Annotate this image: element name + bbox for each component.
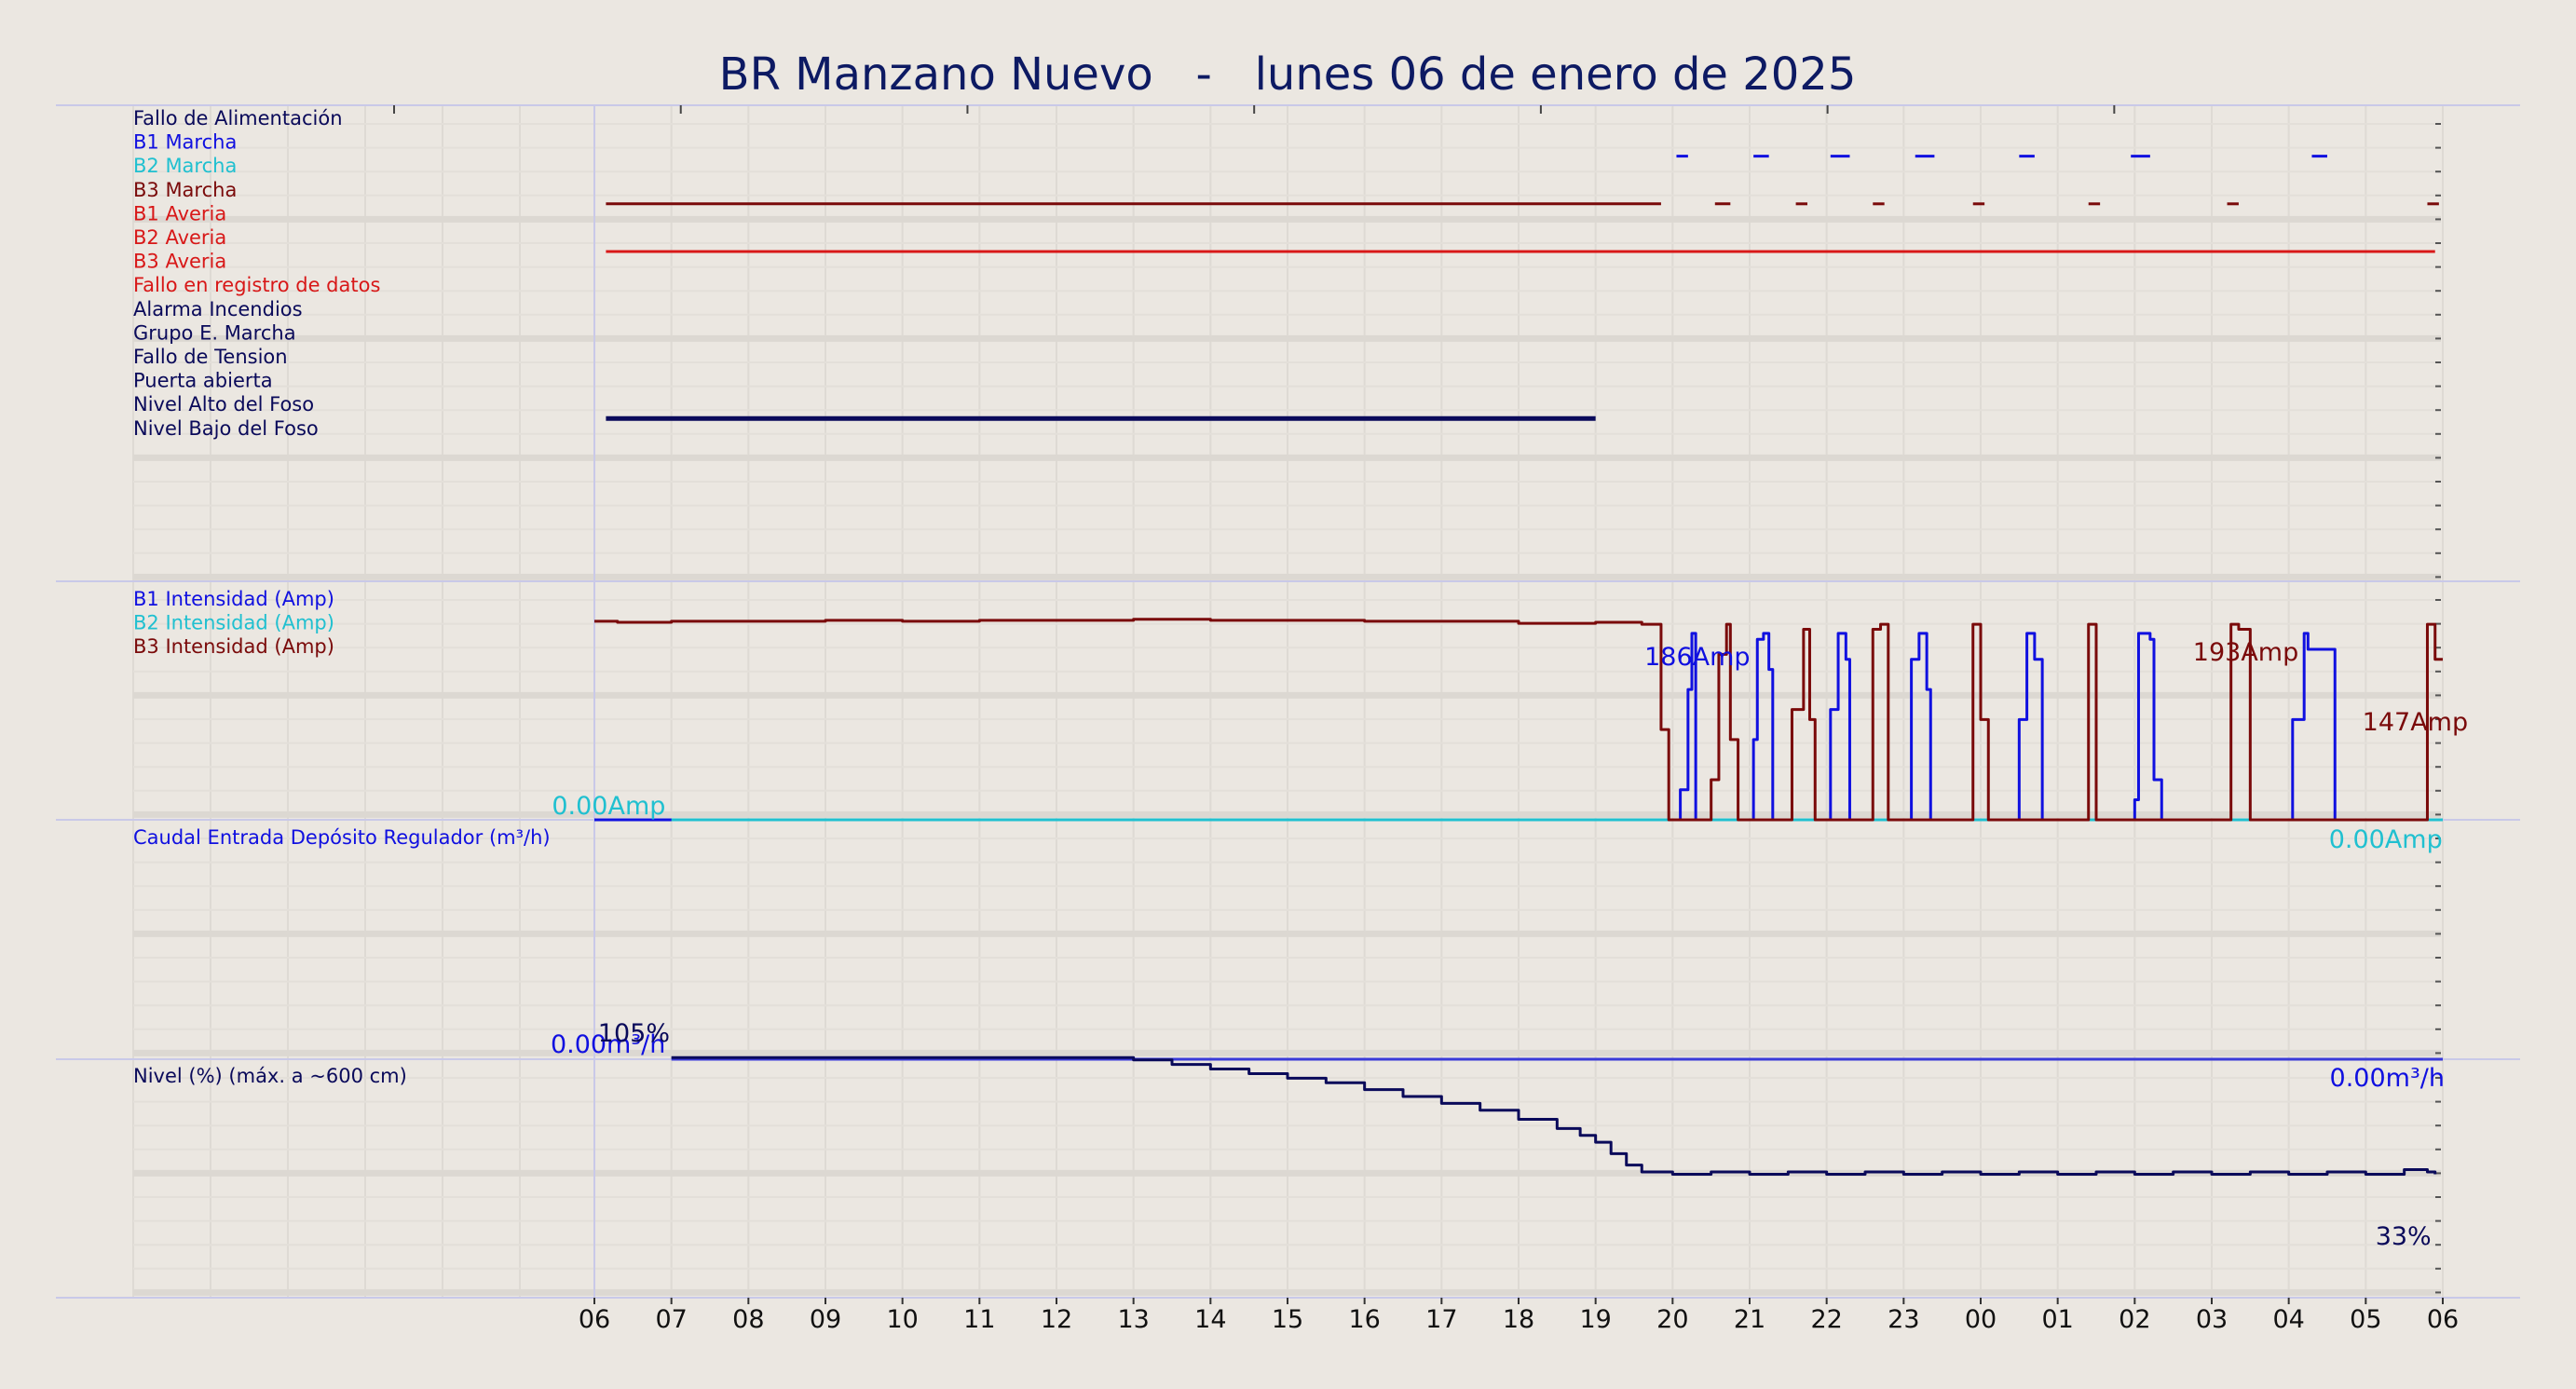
x-tick-label: 01 bbox=[2041, 1305, 2073, 1334]
signal-label: B2 Averia bbox=[133, 226, 226, 249]
signal-label: B2 Marcha bbox=[133, 155, 237, 177]
signal-label: B1 Averia bbox=[133, 202, 226, 225]
x-tick-label: 11 bbox=[963, 1305, 995, 1334]
intensity-series-line bbox=[594, 618, 2443, 822]
x-tick-label: 02 bbox=[2119, 1305, 2150, 1334]
x-tick-label: 18 bbox=[1503, 1305, 1534, 1334]
x-tick-label: 06 bbox=[2427, 1305, 2459, 1334]
data-label: 0.00m³/h bbox=[551, 1030, 665, 1059]
x-tick-label: 07 bbox=[655, 1305, 687, 1334]
x-tick-label: 16 bbox=[1348, 1305, 1380, 1334]
signal-label: Grupo E. Marcha bbox=[133, 321, 296, 344]
data-label: 105% bbox=[598, 1019, 670, 1048]
grid bbox=[56, 104, 2520, 1299]
signal-label: Alarma Incendios bbox=[133, 298, 303, 320]
signal-label: Puerta abierta bbox=[133, 370, 273, 392]
x-tick-label: 12 bbox=[1041, 1305, 1072, 1334]
x-tick-label: 10 bbox=[886, 1305, 918, 1334]
series-legend-label: Caudal Entrada Depósito Regulador (m³/h) bbox=[133, 826, 551, 849]
x-tick-label: 14 bbox=[1194, 1305, 1226, 1334]
x-axis: 06 07 08 09 10 11 12 13 14 15 16 17 18 19 20 21 22 23 00 01… bbox=[579, 1298, 2459, 1334]
signal-label: B3 Marcha bbox=[133, 179, 237, 201]
signal-label: Fallo de Tension bbox=[133, 346, 288, 368]
data-label: 0.00Amp bbox=[552, 792, 665, 821]
series-legend-label: B1 Intensidad (Amp) bbox=[133, 588, 334, 610]
series-legend-label: B2 Intensidad (Amp) bbox=[133, 612, 334, 634]
signal-label: Fallo en registro de datos bbox=[133, 274, 380, 296]
x-tick-label: 13 bbox=[1117, 1305, 1149, 1334]
series-legend-label: B3 Intensidad (Amp) bbox=[133, 635, 334, 658]
chart-title: BR Manzano Nuevo - lunes 06 de enero de … bbox=[719, 48, 1857, 101]
signal-label: Fallo de Alimentación bbox=[133, 107, 343, 129]
signal-label: B1 Marcha bbox=[133, 131, 237, 154]
x-tick-label: 05 bbox=[2350, 1305, 2381, 1334]
data-label: 186Amp bbox=[1644, 643, 1750, 672]
x-tick-label: 00 bbox=[1965, 1305, 1997, 1334]
x-tick-label: 08 bbox=[732, 1305, 764, 1334]
data-label: 193Amp bbox=[2193, 638, 2298, 667]
signal-label: Nivel Bajo del Foso bbox=[133, 417, 319, 440]
x-tick-label: 23 bbox=[1888, 1305, 1919, 1334]
series-legend-label: Nivel (%) (máx. a ~600 cm) bbox=[133, 1065, 407, 1087]
x-tick-label: 09 bbox=[810, 1305, 841, 1334]
data-label: 33% bbox=[2376, 1222, 2432, 1251]
x-tick-label: 19 bbox=[1579, 1305, 1611, 1334]
signal-label: Nivel Alto del Foso bbox=[133, 393, 314, 415]
x-tick-label: 06 bbox=[579, 1305, 610, 1334]
x-tick-label: 17 bbox=[1425, 1305, 1457, 1334]
data-label: 0.00m³/h bbox=[2330, 1064, 2445, 1093]
x-tick-label: 21 bbox=[1734, 1305, 1765, 1334]
x-tick-label: 03 bbox=[2196, 1305, 2228, 1334]
x-tick-label: 20 bbox=[1656, 1305, 1688, 1334]
x-tick-label: 22 bbox=[1810, 1305, 1842, 1334]
signal-label: B3 Averia bbox=[133, 251, 226, 273]
data-label: 147Amp bbox=[2363, 708, 2468, 737]
x-tick-label: 15 bbox=[1272, 1305, 1303, 1334]
data-label: 0.00Amp bbox=[2329, 825, 2443, 854]
x-tick-label: 04 bbox=[2272, 1305, 2304, 1334]
level-series-line bbox=[671, 1055, 2437, 1176]
